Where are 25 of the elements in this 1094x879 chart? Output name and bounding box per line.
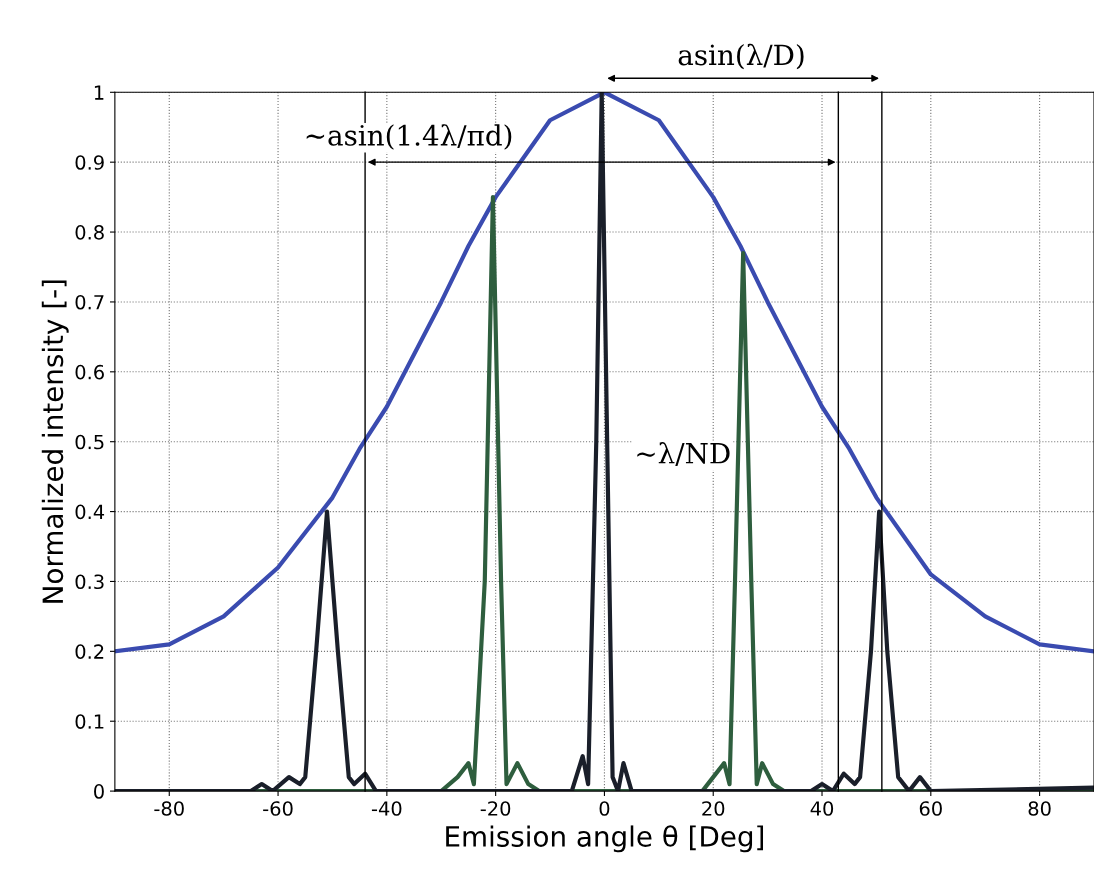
annotation: ~λ/ND [637,442,730,466]
x-axis-title: Emission angle θ [Deg] [446,825,764,853]
x-tick-label: -20 [480,801,511,816]
y-tick-label: 0.2 [75,644,104,659]
y-tick-label: 0.7 [75,294,104,310]
x-tick-label: 60 [919,801,942,816]
y-tick-label: 0.3 [75,574,104,590]
y-tick-label: 0.6 [75,364,104,380]
y-tick-label: 0.4 [75,504,105,520]
y-tick-label: 0.9 [75,155,104,170]
y-axis-title: Normalized intensity [-] [41,280,69,603]
x-tick-label: -40 [371,801,402,816]
text: asin(λ/D) [678,43,804,70]
x-tick-label: -60 [263,801,293,816]
annotation: ~asin(1.4λ/πd) [306,124,512,150]
x-tick-label: 80 [1028,801,1051,816]
y-tick-label: 1 [94,85,104,100]
x-tick-label: 40 [810,801,834,816]
y-tick-label: 0.8 [75,225,104,240]
x-tick-label: 0 [599,801,610,816]
y-tick-label: 0.5 [75,434,104,450]
x-tick-label: 20 [702,801,725,816]
y-tick-label: 0 [94,784,104,799]
x-tick-label: -80 [154,801,184,816]
y-tick-label: 0.1 [75,714,104,729]
